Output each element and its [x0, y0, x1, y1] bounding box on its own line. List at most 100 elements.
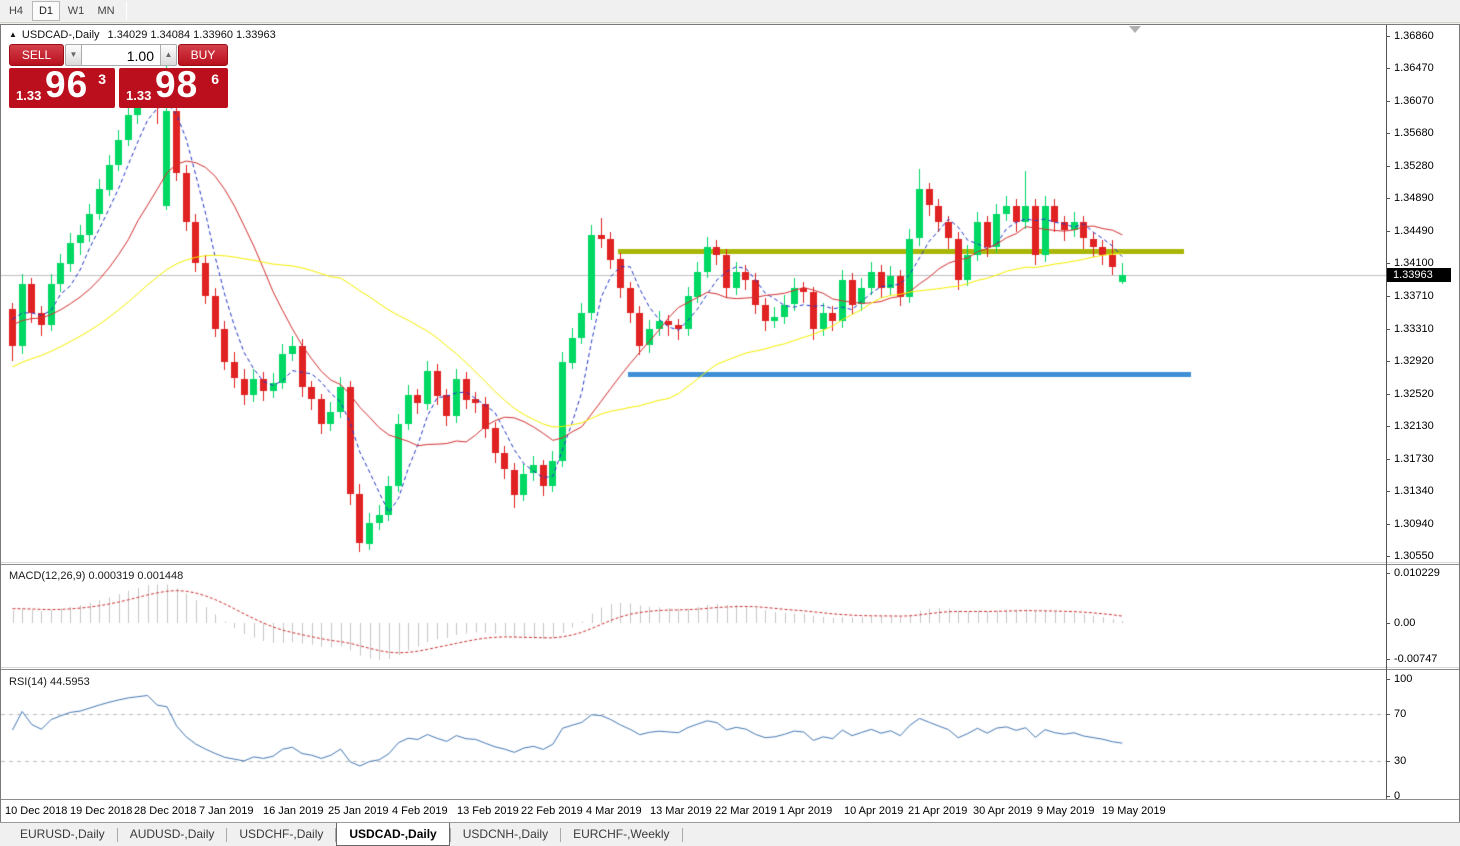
tab-separator: [681, 828, 683, 842]
sell-price-pip-digit: 3: [98, 71, 106, 87]
date-tick-label: 30 Apr 2019: [973, 805, 1033, 817]
date-tick-label: 19 May 2019: [1102, 805, 1166, 817]
buy-price-figure: 1.33: [126, 88, 152, 103]
uptick-arrow-icon: ▲: [9, 30, 17, 39]
price-axis-border: [1386, 25, 1387, 799]
rsi-tick-label: 100: [1394, 673, 1413, 685]
price-tick-tickmark: [1386, 133, 1390, 134]
sell-price-box[interactable]: 1.33 96 3: [9, 64, 115, 108]
panel-separator[interactable]: [1, 669, 1459, 670]
buy-price-big-digits: 98: [155, 64, 199, 105]
price-tick-label: 1.30940: [1394, 518, 1434, 530]
panel-separator[interactable]: [1, 562, 1459, 563]
date-tick-label: 13 Feb 2019: [457, 805, 519, 817]
chart-title: ▲ USDCAD-,Daily 1.34029 1.34084 1.33960 1.…: [9, 29, 276, 41]
chart-shift-marker-icon[interactable]: [1129, 26, 1141, 33]
date-tick-label: 1 Apr 2019: [779, 805, 833, 817]
price-tick-label: 1.36470: [1394, 62, 1434, 74]
buy-price-box[interactable]: 1.33 98 6: [119, 64, 228, 108]
date-tick-label: 4 Mar 2019: [586, 805, 642, 817]
price-tick-label: 1.34890: [1394, 192, 1434, 204]
date-tick-label: 22 Feb 2019: [521, 805, 583, 817]
price-tick-label: 1.34100: [1394, 257, 1434, 269]
price-tick-tickmark: [1386, 101, 1390, 102]
price-tick-label: 1.30550: [1394, 550, 1434, 562]
time-axis[interactable]: 10 Dec 2018 19 Dec 2018 28 Dec 2018 7 Jan 2…: [1, 800, 1459, 822]
buy-button[interactable]: BUY: [178, 44, 228, 66]
price-tick-label: 1.35680: [1394, 127, 1434, 139]
price-tick-label: 1.34490: [1394, 225, 1434, 237]
price-tick-tickmark: [1386, 296, 1390, 297]
price-tick-tickmark: [1386, 36, 1390, 37]
volume-input[interactable]: 1.00: [82, 44, 160, 66]
date-tick-label: 19 Dec 2018: [70, 805, 133, 817]
price-tick-tickmark: [1386, 231, 1390, 232]
chart-tab-eurchf-weekly[interactable]: EURCHF-,Weekly: [573, 827, 670, 841]
chart-tab-audusd-daily[interactable]: AUDUSD-,Daily: [129, 827, 215, 841]
price-tick-tickmark: [1386, 329, 1390, 330]
price-tick-label: 1.33310: [1394, 323, 1434, 335]
price-tick-label: 1.36860: [1394, 30, 1434, 42]
chart-tab-eurusd-daily[interactable]: EURUSD-,Daily: [20, 827, 105, 841]
panel-separator[interactable]: [1, 564, 1459, 565]
date-tick-label: 28 Dec 2018: [134, 805, 197, 817]
price-chart-canvas[interactable]: [1, 27, 1386, 562]
chart-tab-bar: EURUSD-,Daily AUDUSD-,Daily USDCHF-,Daily U…: [0, 822, 1460, 846]
timeframe-button-d1[interactable]: D1: [32, 1, 60, 21]
price-tick-tickmark: [1386, 556, 1390, 557]
macd-indicator-label: MACD(12,26,9) 0.000319 0.001448: [9, 570, 184, 582]
price-tick-tickmark: [1386, 459, 1390, 460]
sell-button[interactable]: SELL: [9, 44, 64, 66]
tab-separator: [560, 828, 562, 842]
sell-price-big-digits: 96: [45, 64, 89, 105]
chevron-down-icon: ▼: [69, 50, 78, 59]
rsi-tick-label: 70: [1394, 708, 1407, 720]
macd-indicator-canvas[interactable]: [1, 566, 1386, 669]
price-tick-tickmark: [1386, 263, 1390, 264]
panel-separator[interactable]: [1, 667, 1459, 668]
timeframe-toolbar: H4 D1 W1 MN: [0, 0, 1460, 23]
chart-tab-usdchf-daily[interactable]: USDCHF-,Daily: [239, 827, 324, 841]
price-tick-tickmark: [1386, 394, 1390, 395]
price-tick-tickmark: [1386, 491, 1390, 492]
macd-tick-tickmark: [1386, 659, 1390, 660]
price-tick-label: 1.36070: [1394, 95, 1434, 107]
volume-increase-button[interactable]: ▲: [160, 44, 177, 66]
current-price-tag: 1.33963: [1387, 268, 1451, 282]
chart-ohlc-readout: 1.34029 1.34084 1.33960 1.33963: [107, 29, 276, 41]
rsi-indicator-canvas[interactable]: [1, 671, 1386, 799]
price-tick-label: 1.35280: [1394, 160, 1434, 172]
timeframe-button-w1[interactable]: W1: [67, 5, 85, 17]
price-tick-label: 1.32520: [1394, 388, 1434, 400]
macd-tick-tickmark: [1386, 573, 1390, 574]
volume-decrease-button[interactable]: ▼: [65, 44, 82, 66]
chart-tab-usdcnh-daily[interactable]: USDCNH-,Daily: [462, 827, 549, 841]
rsi-tick-tickmark: [1386, 714, 1390, 715]
macd-tick-label: 0.00: [1394, 617, 1416, 629]
tab-separator: [116, 828, 118, 842]
tab-separator: [335, 828, 337, 842]
date-tick-label: 13 Mar 2019: [650, 805, 712, 817]
macd-tick-label: 0.010229: [1394, 567, 1440, 579]
date-tick-label: 9 May 2019: [1037, 805, 1095, 817]
price-tick-label: 1.32130: [1394, 420, 1434, 432]
timeframe-button-h4[interactable]: H4: [8, 5, 24, 17]
chart-window: ▲ USDCAD-,Daily 1.34029 1.34084 1.33960 1.…: [0, 24, 1460, 822]
rsi-tick-tickmark: [1386, 679, 1390, 680]
price-tick-tickmark: [1386, 426, 1390, 427]
one-click-trading-panel: SELL ▼ 1.00 ▲ BUY 1.33 96 3 1.33 98 6: [9, 44, 228, 108]
timeframe-button-mn[interactable]: MN: [97, 5, 115, 17]
rsi-indicator-label: RSI(14) 44.5953: [9, 676, 90, 688]
price-tick-label: 1.32920: [1394, 355, 1434, 367]
price-tick-tickmark: [1386, 166, 1390, 167]
sell-price-figure: 1.33: [16, 88, 42, 103]
date-tick-label: 16 Jan 2019: [263, 805, 324, 817]
price-tick-tickmark: [1386, 198, 1390, 199]
chart-tab-usdcad-daily[interactable]: USDCAD-,Daily: [336, 823, 450, 846]
rsi-tick-label: 0: [1394, 790, 1401, 802]
chart-symbol-period: USDCAD-,Daily: [21, 29, 100, 41]
buy-price-pip-digit: 6: [211, 71, 219, 87]
panel-separator: [1, 799, 1459, 800]
date-tick-label: 25 Jan 2019: [328, 805, 389, 817]
rsi-tick-label: 30: [1394, 755, 1407, 767]
